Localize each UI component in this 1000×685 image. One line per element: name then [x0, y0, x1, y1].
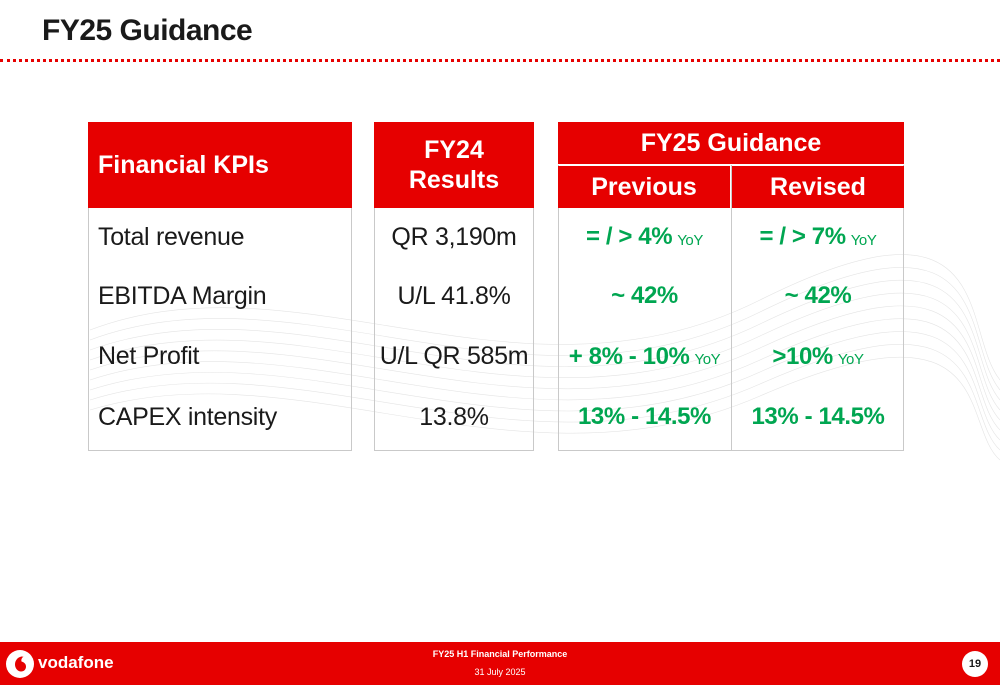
fy24-header-results: Results [408, 166, 500, 194]
row-label-total-revenue: Total revenue [98, 222, 245, 251]
yoy-suffix: YoY [694, 351, 721, 368]
fy24-total-revenue: QR 3,190m [391, 222, 517, 251]
page-number: 19 [962, 651, 988, 677]
fy24-net-profit: U/L QR 585m [379, 342, 529, 370]
fy24-capex-intensity: 13.8% [419, 402, 489, 431]
footer-date: 31 July 2025 [474, 667, 526, 677]
vodafone-wordmark: vodafone [38, 653, 114, 672]
previous-capex-intensity: 13% - 14.5% [577, 403, 711, 430]
revised-total-revenue: = / > 7% YoY [759, 223, 877, 250]
previous-total-revenue: = / > 4% YoY [586, 223, 703, 250]
previous-header: Previous [558, 166, 731, 208]
yoy-suffix: YoY [837, 351, 864, 368]
fy24-header-year: FY24 [424, 136, 484, 164]
previous-net-profit: + 8% - 10% YoY [568, 342, 721, 370]
kpi-column-frame [88, 122, 352, 451]
financial-kpi-table: Financial KPIs FY24 Results FY25 Guidanc… [88, 122, 904, 452]
guidance-column-divider [731, 165, 732, 451]
title-divider [0, 59, 1000, 62]
row-label-ebitda-margin: EBITDA Margin [98, 281, 267, 310]
fy24-header: FY24 Results [374, 122, 534, 208]
yoy-suffix: YoY [677, 231, 703, 249]
footer-bar: vodafone FY25 H1 Financial Performance 3… [0, 642, 1000, 685]
revised-capex-intensity: 13% - 14.5% [751, 403, 885, 430]
revised-ebitda-margin: ~ 42% [784, 282, 852, 309]
row-label-capex-intensity: CAPEX intensity [98, 402, 277, 431]
revised-header: Revised [732, 166, 904, 208]
vodafone-speechmark-icon [6, 650, 34, 678]
footer-presentation-title: FY25 H1 Financial Performance [432, 649, 568, 659]
page-title: FY25 Guidance [42, 14, 253, 47]
previous-ebitda-margin: ~ 42% [611, 282, 678, 309]
guidance-header: FY25 Guidance [558, 122, 904, 165]
revised-net-profit: >10% YoY [772, 342, 864, 370]
kpi-header: Financial KPIs [88, 122, 352, 208]
fy24-ebitda-margin: U/L 41.8% [397, 281, 511, 310]
row-label-net-profit: Net Profit [98, 342, 200, 370]
yoy-suffix: YoY [850, 231, 877, 249]
fy24-column-frame [374, 122, 534, 451]
